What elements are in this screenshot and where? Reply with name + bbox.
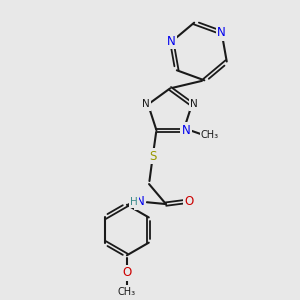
- Text: S: S: [149, 150, 156, 163]
- Text: N: N: [167, 35, 176, 48]
- Text: N: N: [136, 195, 145, 208]
- Text: CH₃: CH₃: [201, 130, 219, 140]
- Text: CH₃: CH₃: [118, 286, 136, 297]
- Text: O: O: [122, 266, 131, 279]
- Text: N: N: [190, 99, 198, 110]
- Text: H: H: [130, 196, 137, 207]
- Text: O: O: [185, 195, 194, 208]
- Text: N: N: [182, 124, 190, 137]
- Text: N: N: [142, 99, 150, 110]
- Text: N: N: [217, 26, 226, 39]
